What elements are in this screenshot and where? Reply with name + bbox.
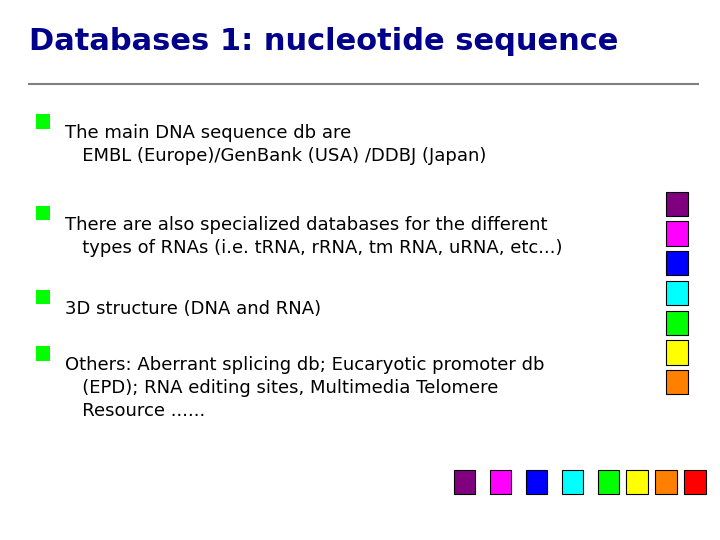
Bar — [666, 310, 688, 335]
Text: There are also specialized databases for the different
   types of RNAs (i.e. tR: There are also specialized databases for… — [65, 216, 562, 257]
Bar — [454, 470, 475, 494]
Bar — [36, 114, 50, 129]
Text: The main DNA sequence db are
   EMBL (Europe)/GenBank (USA) /DDBJ (Japan): The main DNA sequence db are EMBL (Europ… — [65, 124, 486, 165]
Bar — [666, 221, 688, 246]
Bar — [36, 346, 50, 361]
Text: Others: Aberrant splicing db; Eucaryotic promoter db
   (EPD); RNA editing sites: Others: Aberrant splicing db; Eucaryotic… — [65, 356, 544, 420]
Text: 3D structure (DNA and RNA): 3D structure (DNA and RNA) — [65, 300, 321, 318]
Bar — [684, 470, 706, 494]
Bar — [36, 206, 50, 220]
Bar — [666, 281, 688, 305]
Bar — [626, 470, 648, 494]
Bar — [666, 340, 688, 364]
Bar — [598, 470, 619, 494]
Bar — [562, 470, 583, 494]
Bar — [526, 470, 547, 494]
Bar — [490, 470, 511, 494]
Bar — [666, 192, 688, 216]
Bar — [666, 251, 688, 275]
Bar — [666, 370, 688, 394]
Bar — [655, 470, 677, 494]
Bar — [36, 289, 50, 304]
Text: Databases 1: nucleotide sequence: Databases 1: nucleotide sequence — [29, 27, 618, 56]
